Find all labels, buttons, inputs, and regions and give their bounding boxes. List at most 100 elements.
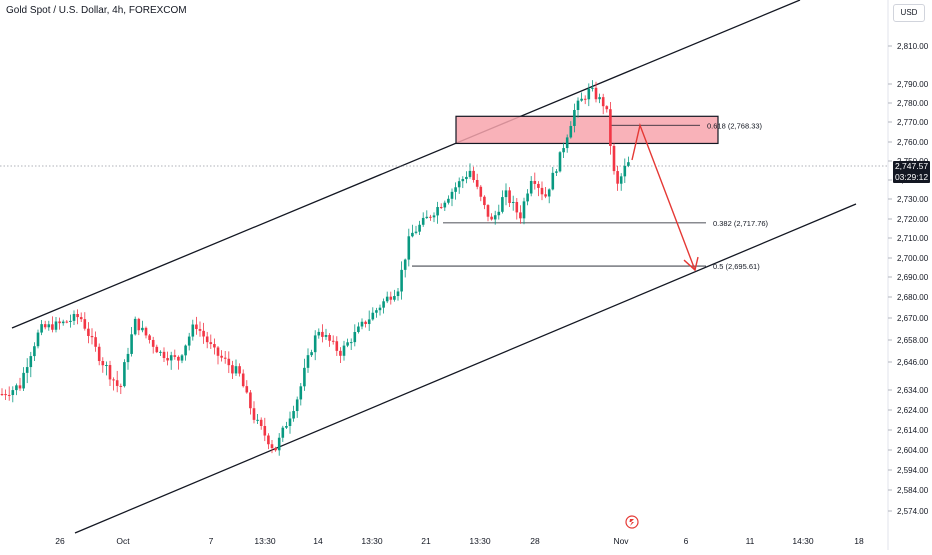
candle-body [87,328,90,336]
candle-body [33,346,36,357]
time-tick-label: Nov [613,536,629,546]
candle-body [385,296,389,302]
candle-body [90,335,94,338]
candle-body [101,361,105,366]
price-tick-label: 2,634.00 [897,386,929,395]
candle-body [180,355,184,361]
candle-body [295,399,299,412]
candle-body [342,345,346,356]
time-tick-label: 11 [746,536,755,546]
candle-body [414,231,418,233]
candle-body [421,217,425,225]
candle-body [360,321,364,327]
candle-body [259,419,263,426]
currency-button[interactable]: USD [893,4,925,22]
time-tick-label: 13:30 [469,536,491,546]
candle-body [555,171,558,173]
candle-body [108,365,112,380]
candle-body [105,365,108,367]
candle-body [58,321,61,324]
current-price-label: 2,747.57 [894,161,929,171]
candle-body [274,447,277,451]
candle-body [609,109,612,146]
projection-arrowhead [683,256,699,272]
candle-body [277,437,281,451]
candle-body [522,201,526,219]
candle-body [321,331,324,337]
candle-body [594,87,598,100]
candle-body [547,189,551,197]
candle-body [126,353,130,363]
candle-body [454,187,457,192]
candle-body [4,394,7,396]
candle-body [526,193,529,202]
candle-body [375,310,378,313]
time-tick-label: 13:30 [254,536,276,546]
candle-body [486,205,490,217]
price-tick-label: 2,790.00 [897,80,929,89]
candle-body [583,98,587,100]
candle-body [450,191,454,199]
candle-body [72,314,76,321]
candle-body [166,358,169,361]
candle-body [371,312,375,320]
candle-body [69,320,72,322]
candle-body [529,180,533,194]
candle-body [328,335,331,341]
candle-body [580,98,583,101]
tradingview-logo-icon [625,515,639,529]
candle-body [76,314,79,318]
candle-body [231,365,234,374]
candle-body [227,358,231,366]
candle-body [544,194,547,197]
price-tick-label: 2,700.00 [897,254,929,263]
candle-body [36,332,40,347]
candle-body [504,190,508,198]
candle-body [112,379,115,381]
candle-body [432,215,436,218]
candle-body [573,109,576,126]
candle-body [83,319,87,329]
candle-body [22,372,25,389]
time-tick-label: Oct [116,536,130,546]
price-tick-label: 2,760.00 [897,138,929,147]
candle-body [288,418,292,427]
candle-body [537,183,540,188]
candle-body [25,367,29,373]
candle-body [418,224,421,232]
candle-body [465,176,468,180]
candle-body [457,181,461,188]
candle-body [389,296,393,300]
candle-countdown: 03:29:12 [894,172,929,182]
candle-body [155,346,159,353]
candle-body [281,427,285,438]
time-tick-label: 26 [55,536,65,546]
price-tick-label: 2,680.00 [897,293,929,302]
price-tick-label: 2,594.00 [897,466,929,475]
candle-body [353,332,357,343]
candle-body [519,212,522,219]
candle-body [195,324,198,330]
candle-body [238,366,241,374]
projection-arrow [631,122,696,271]
candle-body [339,350,342,356]
candle-body [605,106,609,110]
candle-body [249,392,252,409]
candle-body [187,336,191,346]
candle-body [115,380,119,386]
candle-body [94,337,97,347]
candle-body [612,145,616,172]
price-tick-label: 2,690.00 [897,273,929,282]
price-tick-label: 2,720.00 [897,215,929,224]
candle-body [123,362,126,387]
candle-body [133,318,137,335]
current-price-tag: 2,747.57 03:29:12 [893,161,930,183]
candle-body [270,444,274,448]
resistance-zone [455,115,719,145]
candle-body [598,97,601,100]
candle-body [436,207,439,216]
time-tick-label: 7 [209,536,214,546]
candle-body [79,317,83,320]
